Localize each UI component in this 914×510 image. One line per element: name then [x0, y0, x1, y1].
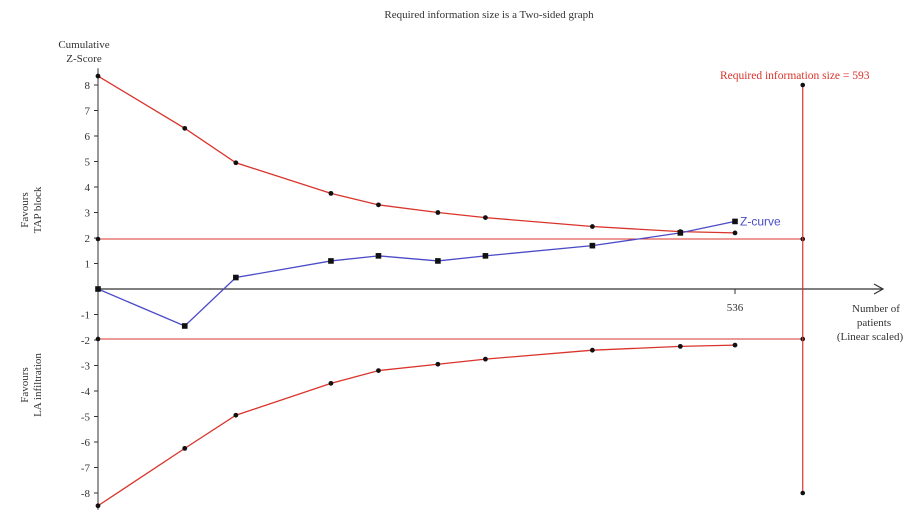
x-tick-label: 536	[727, 302, 744, 314]
y-tick-label: -3	[81, 361, 91, 373]
favours-top-line2: TAP block	[32, 186, 44, 233]
plot-area: 8 7 6 5 4 3 2 1 -1 -2 -3 -4 -5 -6 -7 -8 536 Z-curve	[81, 68, 885, 510]
y-tick-label: -4	[81, 386, 91, 398]
lower-boundary-point	[589, 347, 595, 353]
upper-boundary-point	[233, 160, 239, 166]
y-tick-label: 7	[85, 106, 91, 118]
y-tick-label: 5	[85, 157, 91, 169]
y-tick-label: 4	[85, 182, 91, 194]
z-curve-point	[589, 242, 596, 249]
x-axis-label-line3: (Linear scaled)	[837, 331, 904, 343]
lower-boundary-point	[483, 356, 488, 362]
lower-boundary-point	[376, 368, 381, 373]
y-tick-label: 2	[85, 233, 91, 245]
y-axis-label-line2: Z-Score	[66, 53, 102, 65]
z-curve-point	[328, 258, 334, 264]
lower-boundary-point	[182, 445, 188, 451]
z-curve-label: Z-curve	[740, 214, 781, 228]
favours-bottom-line2: LA infiltration	[32, 353, 44, 417]
z-curve-line	[97, 220, 736, 327]
boundary-endpoint	[95, 236, 101, 242]
x-axis-arrow	[873, 283, 885, 295]
x-axis-label-line1: Number of	[852, 303, 900, 315]
y-tick-label: 8	[85, 80, 91, 92]
favours-bottom-line1: Favours	[19, 367, 31, 402]
z-curve-point	[181, 323, 188, 329]
z-curve-point	[375, 253, 382, 259]
y-tick-label: -7	[81, 463, 91, 475]
lower-boundary-point	[677, 343, 683, 349]
y-tick-label: -5	[81, 412, 91, 424]
upper-boundary-point	[589, 224, 595, 229]
upper-boundary-point	[483, 215, 488, 221]
y-tick-label: -6	[81, 437, 91, 449]
y-tick-label: -2	[81, 335, 90, 347]
z-curve-point	[732, 218, 738, 225]
y-tick-label: -1	[81, 310, 90, 322]
upper-boundary-point	[732, 230, 738, 236]
lower-boundary-point	[233, 412, 239, 418]
x-axis-label-line2: patients	[857, 317, 891, 329]
y-axis-label-line1: Cumulative	[58, 39, 109, 51]
upper-boundary-point	[435, 210, 441, 215]
upper-boundary-point	[95, 73, 101, 79]
z-curve-point	[677, 230, 684, 236]
ris-endpoint-bottom	[800, 490, 806, 496]
ris-endpoint-top	[800, 82, 806, 88]
z-curve-point	[435, 258, 441, 264]
lower-boundary-line	[97, 344, 736, 507]
boundary-endpoint	[95, 336, 101, 342]
lower-boundary-point	[95, 503, 101, 509]
upper-boundary-point	[182, 125, 188, 131]
y-tick-label: -8	[81, 488, 91, 500]
y-tick-label: 6	[85, 131, 91, 143]
y-tick-label: 3	[85, 208, 91, 220]
z-curve-point	[482, 253, 489, 259]
upper-boundary-point	[328, 190, 334, 196]
y-tick-label: 1	[85, 259, 91, 271]
upper-boundary-point	[376, 202, 381, 208]
chart-title: Required information size is a Two-sided…	[384, 9, 594, 21]
z-curve-point	[95, 286, 101, 292]
lower-boundary-point	[732, 342, 738, 348]
upper-boundary-line	[97, 75, 736, 234]
ris-label: Required information size = 593	[720, 70, 870, 82]
lower-boundary-point	[435, 361, 441, 367]
favours-top-line1: Favours	[19, 192, 31, 227]
lower-boundary-point	[328, 380, 334, 386]
z-curve-point	[233, 274, 239, 281]
